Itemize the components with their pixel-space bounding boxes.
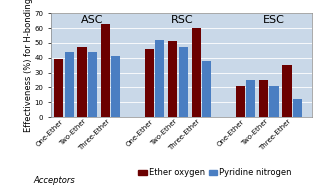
Bar xyxy=(269,86,279,117)
Bar xyxy=(282,65,292,117)
Bar xyxy=(145,49,154,117)
Bar xyxy=(192,28,201,117)
Bar xyxy=(54,59,63,117)
Bar xyxy=(65,52,73,117)
Y-axis label: Effectiveness (%) for H-bonding: Effectiveness (%) for H-bonding xyxy=(24,0,33,132)
Bar xyxy=(202,61,211,117)
Text: RSC: RSC xyxy=(171,15,194,26)
Bar xyxy=(179,47,188,117)
Bar xyxy=(155,40,164,117)
Bar xyxy=(78,47,86,117)
Legend: Ether oxygen, Pyridine nitrogen: Ether oxygen, Pyridine nitrogen xyxy=(138,168,292,177)
Text: ESC: ESC xyxy=(262,15,284,26)
Bar xyxy=(293,99,302,117)
Bar xyxy=(101,24,110,117)
Text: ASC: ASC xyxy=(80,15,103,26)
Text: Acceptors: Acceptors xyxy=(33,176,75,185)
Bar xyxy=(259,80,268,117)
Bar xyxy=(168,41,177,117)
Bar xyxy=(88,52,97,117)
Bar xyxy=(236,86,245,117)
Bar xyxy=(111,56,120,117)
Bar xyxy=(246,80,255,117)
